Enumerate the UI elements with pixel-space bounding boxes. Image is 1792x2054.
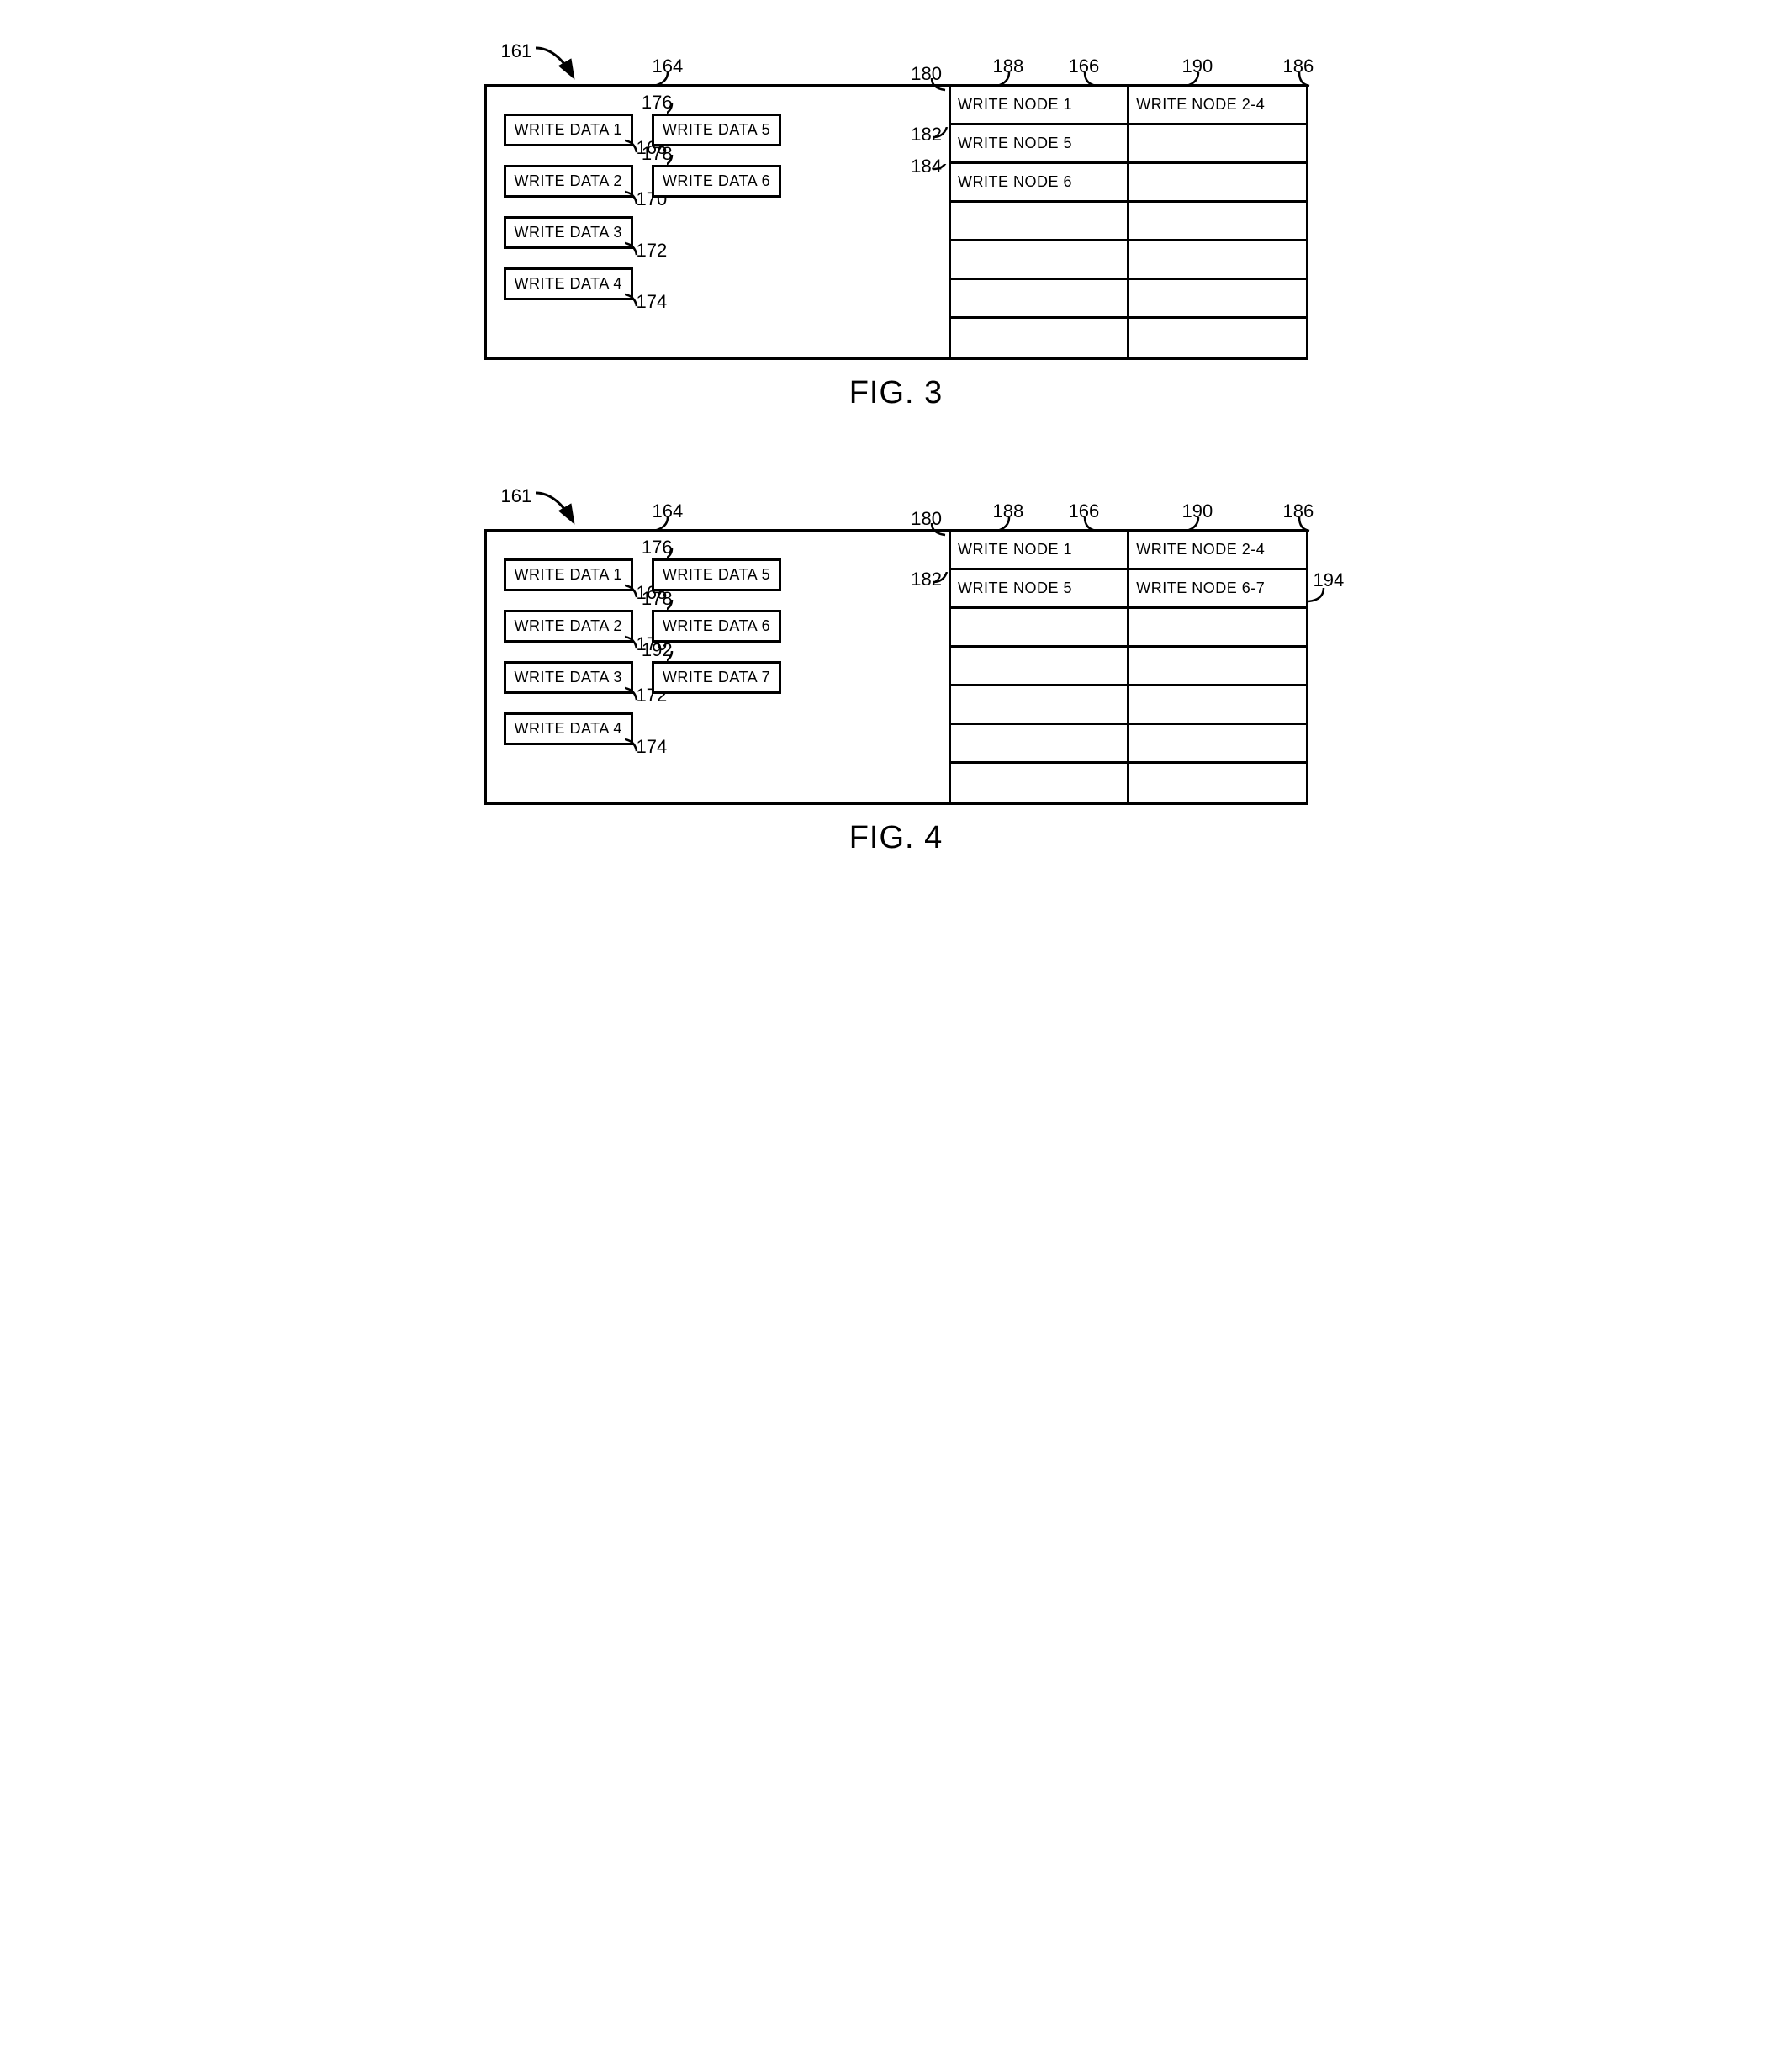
- table-cell: [1129, 725, 1305, 764]
- table-cell: [1129, 241, 1305, 280]
- table-cell: WRITE NODE 2-4: [1129, 87, 1305, 125]
- fig4-caption: FIG. 4: [484, 820, 1308, 856]
- write-data-2: WRITE DATA 2: [504, 610, 633, 643]
- fig3-data-pane: WRITE DATA 1 168 WRITE DATA 2 170 WRITE …: [487, 87, 949, 357]
- table-cell: [951, 241, 1127, 280]
- fig3-caption: FIG. 3: [484, 375, 1308, 411]
- table-cell: WRITE NODE 1: [951, 532, 1127, 570]
- ref-161: 161: [501, 40, 532, 61]
- fig4-container: WRITE DATA 1 168 WRITE DATA 2 170 WRITE …: [484, 529, 1308, 805]
- table-cell: [951, 280, 1127, 319]
- ref-176: 176: [642, 92, 673, 114]
- ref-164: 164: [653, 56, 684, 77]
- fig4-table-col2: WRITE NODE 2-4 WRITE NODE 6-7: [1127, 532, 1305, 802]
- ref-166: 166: [1069, 56, 1100, 77]
- table-cell: WRITE NODE 6: [951, 164, 1127, 203]
- table-cell: WRITE NODE 1: [951, 87, 1127, 125]
- fig4-table-col1: WRITE NODE 1 WRITE NODE 5: [949, 532, 1127, 802]
- table-cell: [1129, 280, 1305, 319]
- ref-194: 194: [1314, 569, 1345, 591]
- write-data-6: WRITE DATA 6: [652, 610, 781, 643]
- table-cell: [951, 764, 1127, 802]
- ref-192: 192: [642, 639, 673, 661]
- table-cell: WRITE NODE 5: [951, 570, 1127, 609]
- table-cell: [1129, 764, 1305, 802]
- figure-4: 161 164 188 166 190 186 194 WRITE DATA 1…: [484, 529, 1308, 856]
- ref-180: 180: [911, 508, 942, 530]
- ref-186: 186: [1283, 500, 1314, 522]
- write-data-3: WRITE DATA 3: [504, 216, 633, 249]
- ref-180: 180: [911, 63, 942, 85]
- ref-182: 182: [911, 124, 942, 146]
- ref-190: 190: [1182, 500, 1213, 522]
- table-cell: [1129, 125, 1305, 164]
- ref-178: 178: [642, 588, 673, 610]
- ref-161: 161: [501, 485, 532, 506]
- ref-190: 190: [1182, 56, 1213, 77]
- write-data-6: WRITE DATA 6: [652, 165, 781, 198]
- fig4-table: WRITE NODE 1 WRITE NODE 5 WRITE NODE 2-4…: [949, 532, 1306, 802]
- fig3-table: WRITE NODE 1 WRITE NODE 5 WRITE NODE 6 W…: [949, 87, 1306, 357]
- fig3-right-column: 176 WRITE DATA 5 178 WRITE DATA 6: [652, 114, 781, 300]
- write-data-7: WRITE DATA 7: [652, 661, 781, 694]
- ref-182: 182: [911, 569, 942, 590]
- fig3-table-col2: WRITE NODE 2-4: [1127, 87, 1305, 357]
- fig4-left-column: WRITE DATA 1 168 WRITE DATA 2 170 WRITE …: [504, 558, 633, 745]
- ref-174: 174: [637, 736, 668, 758]
- table-cell: WRITE NODE 6-7: [1129, 570, 1305, 609]
- table-cell: [951, 609, 1127, 648]
- table-cell: [1129, 609, 1305, 648]
- table-cell: [951, 686, 1127, 725]
- table-cell: [1129, 686, 1305, 725]
- table-cell: [951, 648, 1127, 686]
- table-cell: [951, 319, 1127, 357]
- ref-186: 186: [1283, 56, 1314, 77]
- write-data-2: WRITE DATA 2: [504, 165, 633, 198]
- figure-3: 161 164 188 166 190 186 WRITE DATA 1 168: [484, 84, 1308, 411]
- write-data-4: WRITE DATA 4: [504, 267, 633, 300]
- write-data-3: WRITE DATA 3: [504, 661, 633, 694]
- table-cell: [1129, 648, 1305, 686]
- fig3-table-col1: WRITE NODE 1 WRITE NODE 5 WRITE NODE 6: [949, 87, 1127, 357]
- ref-161-arrow: 161: [501, 40, 532, 62]
- write-data-4: WRITE DATA 4: [504, 712, 633, 745]
- write-data-5: WRITE DATA 5: [652, 114, 781, 146]
- write-data-5: WRITE DATA 5: [652, 558, 781, 591]
- write-data-1: WRITE DATA 1: [504, 114, 633, 146]
- table-cell: [951, 725, 1127, 764]
- ref-184: 184: [911, 156, 942, 177]
- ref-164: 164: [653, 500, 684, 522]
- table-cell: [1129, 164, 1305, 203]
- ref-161-arrow: 161: [501, 485, 532, 507]
- table-cell: [1129, 319, 1305, 357]
- ref-174: 174: [637, 291, 668, 313]
- ref-188: 188: [993, 56, 1024, 77]
- table-cell: WRITE NODE 5: [951, 125, 1127, 164]
- fig4-right-column: 176 WRITE DATA 5 178 WRITE DATA 6 192 WR…: [652, 558, 781, 745]
- ref-178: 178: [642, 143, 673, 165]
- ref-176: 176: [642, 537, 673, 558]
- ref-188: 188: [993, 500, 1024, 522]
- fig4-data-pane: WRITE DATA 1 168 WRITE DATA 2 170 WRITE …: [487, 532, 949, 802]
- ref-172: 172: [637, 240, 668, 262]
- write-data-1: WRITE DATA 1: [504, 558, 633, 591]
- table-cell: [1129, 203, 1305, 241]
- ref-166: 166: [1069, 500, 1100, 522]
- fig3-left-column: WRITE DATA 1 168 WRITE DATA 2 170 WRITE …: [504, 114, 633, 300]
- fig3-container: WRITE DATA 1 168 WRITE DATA 2 170 WRITE …: [484, 84, 1308, 360]
- table-cell: WRITE NODE 2-4: [1129, 532, 1305, 570]
- table-cell: [951, 203, 1127, 241]
